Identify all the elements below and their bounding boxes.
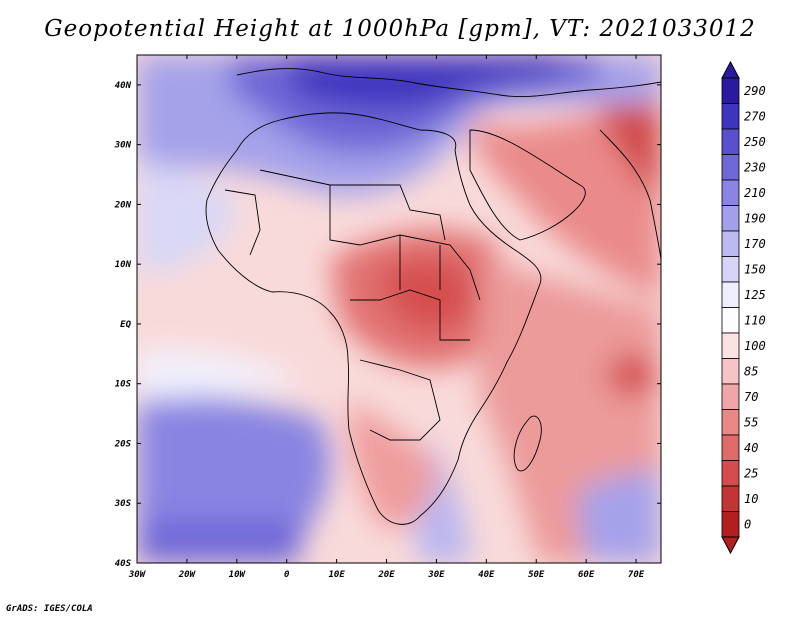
colorbar-label: 230: [744, 160, 766, 174]
colorbar-label: 85: [744, 364, 758, 378]
colorbar-swatch: [721, 383, 740, 410]
colorbar-label: 25: [744, 466, 758, 480]
contour-field: [137, 55, 661, 563]
chart-title: Geopotential Height at 1000hPa [gpm], VT…: [44, 16, 756, 42]
colorbar-label: 110: [744, 313, 766, 327]
colorbar: 2902702502302101901701501251101008570554…: [721, 60, 766, 555]
x-tick-label: 30W: [128, 570, 147, 580]
x-tick-label: 60E: [578, 570, 595, 580]
y-tick-label: 30S: [114, 499, 132, 509]
colorbar-label: 210: [744, 186, 766, 200]
colorbar-label: 70: [744, 390, 758, 404]
colorbar-swatch: [721, 511, 740, 538]
x-tick-label: 40E: [478, 570, 495, 580]
x-tick-label: 10E: [328, 570, 345, 580]
colorbar-label: 270: [744, 109, 766, 123]
x-tick-label: 20W: [178, 570, 197, 580]
colorbar-swatch: [721, 77, 740, 104]
x-tick-label: 30E: [427, 570, 445, 580]
colorbar-swatch: [721, 128, 740, 155]
colorbar-swatch: [721, 230, 740, 257]
y-tick-label: EQ: [120, 320, 131, 330]
plot-frame: [136, 54, 662, 564]
colorbar-label: 250: [744, 135, 766, 149]
y-tick-label: 30N: [114, 141, 132, 151]
colorbar-swatch: [721, 485, 740, 512]
y-tick-label: 10N: [115, 260, 132, 270]
colorbar-swatch: [721, 332, 740, 359]
colorbar-label: 150: [744, 262, 766, 276]
colorbar-arrow-bottom: [721, 536, 740, 555]
colorbar-label: 40: [744, 441, 758, 455]
colorbar-label: 190: [744, 211, 766, 225]
colorbar-swatch: [721, 409, 740, 436]
coastline-outline: [205, 68, 661, 525]
x-tick-label: 10W: [229, 570, 247, 580]
colorbar-swatch: [721, 205, 740, 232]
x-tick-label: 70E: [628, 570, 645, 580]
x-tick-label: 50E: [528, 570, 545, 580]
colorbar-swatch: [721, 358, 740, 385]
colorbar-swatch: [721, 154, 740, 181]
colorbar-swatch: [721, 179, 740, 206]
x-tick-label: 0: [284, 570, 290, 580]
colorbar-label: 290: [744, 84, 766, 98]
y-tick-label: 40S: [115, 559, 132, 569]
colorbar-label: 55: [744, 415, 758, 429]
colorbar-swatch: [721, 307, 740, 334]
y-tick-label: 20S: [114, 439, 132, 449]
colorbar-label: 125: [744, 288, 766, 302]
colorbar-swatch: [721, 256, 740, 283]
y-tick-label: 20N: [114, 200, 132, 210]
colorbar-swatch: [721, 460, 740, 487]
colorbar-swatch: [721, 103, 740, 130]
grads-credit: GrADS: IGES/COLA: [6, 604, 93, 614]
colorbar-label: 100: [744, 339, 766, 353]
colorbar-label: 0: [744, 517, 751, 531]
colorbar-arrow-top: [721, 60, 740, 79]
colorbar-label: 10: [744, 492, 758, 506]
axes: 30W 20W 10W 0 10E 20E 30E 40E 50E 60E 70E 40N 30N 20N…: [114, 55, 661, 580]
y-tick-label: 10S: [115, 380, 132, 390]
x-tick-label: 20E: [377, 570, 395, 580]
colorbar-label: 170: [744, 237, 766, 251]
colorbar-swatch: [721, 434, 740, 461]
colorbar-swatch: [721, 281, 740, 308]
y-tick-label: 40N: [115, 81, 132, 91]
